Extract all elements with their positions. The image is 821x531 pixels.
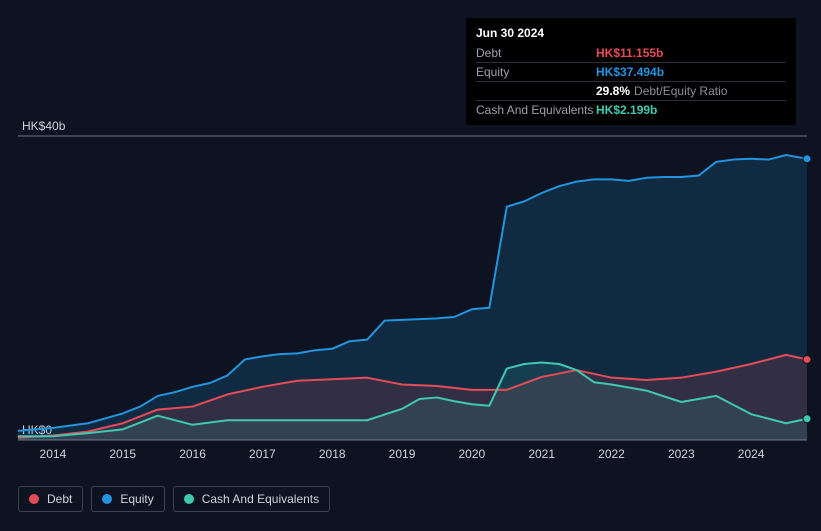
tooltip-ratio-spacer <box>476 84 596 98</box>
y-tick-label: HK$40b <box>22 119 66 133</box>
series-marker-equity <box>803 155 811 163</box>
tooltip-debt-value: HK$11.155b <box>596 46 663 60</box>
legend-item-debt[interactable]: Debt <box>18 486 83 512</box>
legend-item-label: Cash And Equivalents <box>202 492 319 506</box>
tooltip-equity-value: HK$37.494b <box>596 65 664 79</box>
tooltip-debt-label: Debt <box>476 46 596 60</box>
series-marker-cash <box>803 415 811 423</box>
tooltip-ratio-pct: 29.8% <box>596 84 630 98</box>
legend-item-cash[interactable]: Cash And Equivalents <box>173 486 330 512</box>
x-tick-label: 2021 <box>528 447 555 461</box>
legend-dot-icon <box>102 494 112 504</box>
tooltip-ratio-label: Debt/Equity Ratio <box>634 84 727 98</box>
legend-item-equity[interactable]: Equity <box>91 486 164 512</box>
x-tick-label: 2020 <box>458 447 485 461</box>
legend-dot-icon <box>29 494 39 504</box>
hover-tooltip: Jun 30 2024 Debt HK$11.155b Equity HK$37… <box>466 18 796 125</box>
x-tick-label: 2017 <box>249 447 276 461</box>
x-tick-label: 2016 <box>179 447 206 461</box>
legend-item-label: Equity <box>120 492 153 506</box>
x-tick-label: 2022 <box>598 447 625 461</box>
tooltip-cash-label: Cash And Equivalents <box>476 103 596 117</box>
legend: Debt Equity Cash And Equivalents <box>18 486 330 512</box>
x-tick-label: 2024 <box>738 447 765 461</box>
tooltip-date: Jun 30 2024 <box>476 24 786 44</box>
x-tick-label: 2015 <box>109 447 136 461</box>
series-marker-debt <box>803 355 811 363</box>
x-tick-label: 2014 <box>40 447 67 461</box>
tooltip-cash-value: HK$2.199b <box>596 103 657 117</box>
tooltip-equity-label: Equity <box>476 65 596 79</box>
legend-dot-icon <box>184 494 194 504</box>
x-tick-label: 2018 <box>319 447 346 461</box>
x-tick-label: 2023 <box>668 447 695 461</box>
legend-item-label: Debt <box>47 492 72 506</box>
x-tick-label: 2019 <box>389 447 416 461</box>
